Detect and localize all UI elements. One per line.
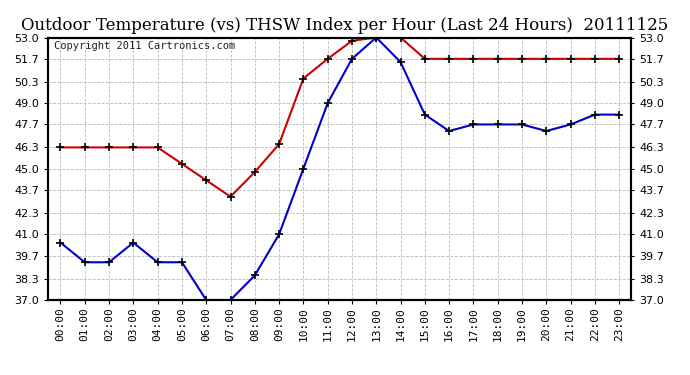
Text: Copyright 2011 Cartronics.com: Copyright 2011 Cartronics.com — [54, 42, 235, 51]
Text: Outdoor Temperature (vs) THSW Index per Hour (Last 24 Hours)  20111125: Outdoor Temperature (vs) THSW Index per … — [21, 17, 669, 34]
